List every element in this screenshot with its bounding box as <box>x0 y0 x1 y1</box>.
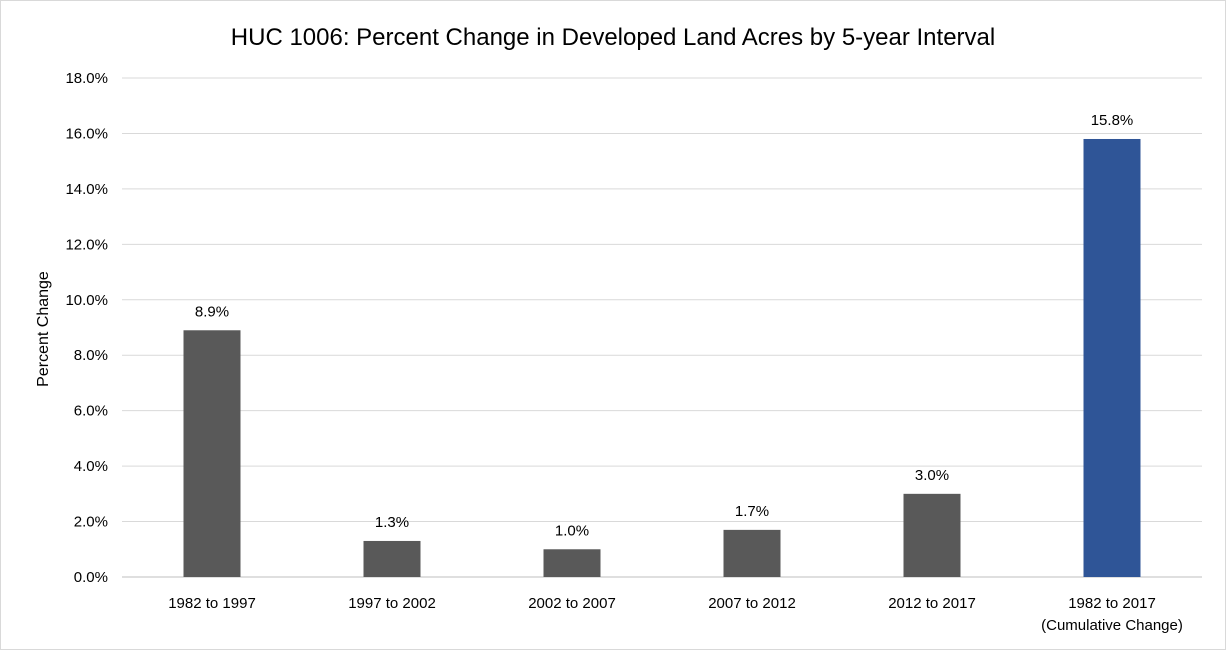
x-tick-label: 2002 to 2007 <box>528 595 616 612</box>
bars <box>183 138 1141 577</box>
x-tick-label-line: (Cumulative Change) <box>1041 617 1183 634</box>
x-tick-label: 1982 to 2017 (Cumulative Change) <box>1041 595 1183 634</box>
x-tick-label-line: 1982 to 1997 <box>168 595 256 612</box>
data-label: 3.0% <box>915 467 949 484</box>
x-tick-label-line: 1982 to 2017 <box>1068 595 1156 612</box>
data-label: 1.3% <box>375 514 409 531</box>
bar <box>363 540 421 577</box>
x-tick-label-line: 2002 to 2007 <box>528 595 616 612</box>
data-label: 1.0% <box>555 522 589 539</box>
y-tick-label: 10.0% <box>65 292 108 309</box>
y-tick-label: 6.0% <box>74 403 108 420</box>
y-tick-label: 0.0% <box>74 569 108 586</box>
x-tick-label: 2012 to 2017 <box>888 595 976 612</box>
x-tick-label: 1982 to 1997 <box>168 595 256 612</box>
x-axis-ticks: 1982 to 1997 1997 to 2002 2002 to 2007 2007… <box>168 595 1183 634</box>
x-tick-label: 2007 to 2012 <box>708 595 796 612</box>
x-tick-label-line: 2012 to 2017 <box>888 595 976 612</box>
y-tick-label: 4.0% <box>74 458 108 475</box>
gridlines <box>122 77 1202 578</box>
data-label: 1.7% <box>735 503 769 520</box>
chart-title: HUC 1006: Percent Change in Developed La… <box>231 24 995 51</box>
y-tick-label: 2.0% <box>74 514 108 531</box>
bar <box>1083 138 1141 577</box>
bar <box>183 330 241 577</box>
y-axis-ticks: 0.0% 2.0% 4.0% 6.0% 8.0% 10.0% 12.0% 14.0% 16.0%… <box>65 70 108 586</box>
y-axis-label: Percent Change <box>35 271 52 387</box>
data-labels: 8.9% 1.3% 1.0% 1.7% 3.0% 15.8% <box>195 112 1133 539</box>
x-tick-label: 1997 to 2002 <box>348 595 436 612</box>
y-tick-label: 12.0% <box>65 236 108 253</box>
bar <box>723 529 781 577</box>
data-label: 15.8% <box>1091 112 1134 129</box>
bar <box>543 549 601 577</box>
x-tick-label-line: 1997 to 2002 <box>348 595 436 612</box>
y-tick-label: 8.0% <box>74 347 108 364</box>
y-tick-label: 18.0% <box>65 70 108 87</box>
y-tick-label: 14.0% <box>65 181 108 198</box>
x-tick-label-line: 2007 to 2012 <box>708 595 796 612</box>
data-label: 8.9% <box>195 303 229 320</box>
bar <box>903 493 961 577</box>
y-tick-label: 16.0% <box>65 125 108 142</box>
